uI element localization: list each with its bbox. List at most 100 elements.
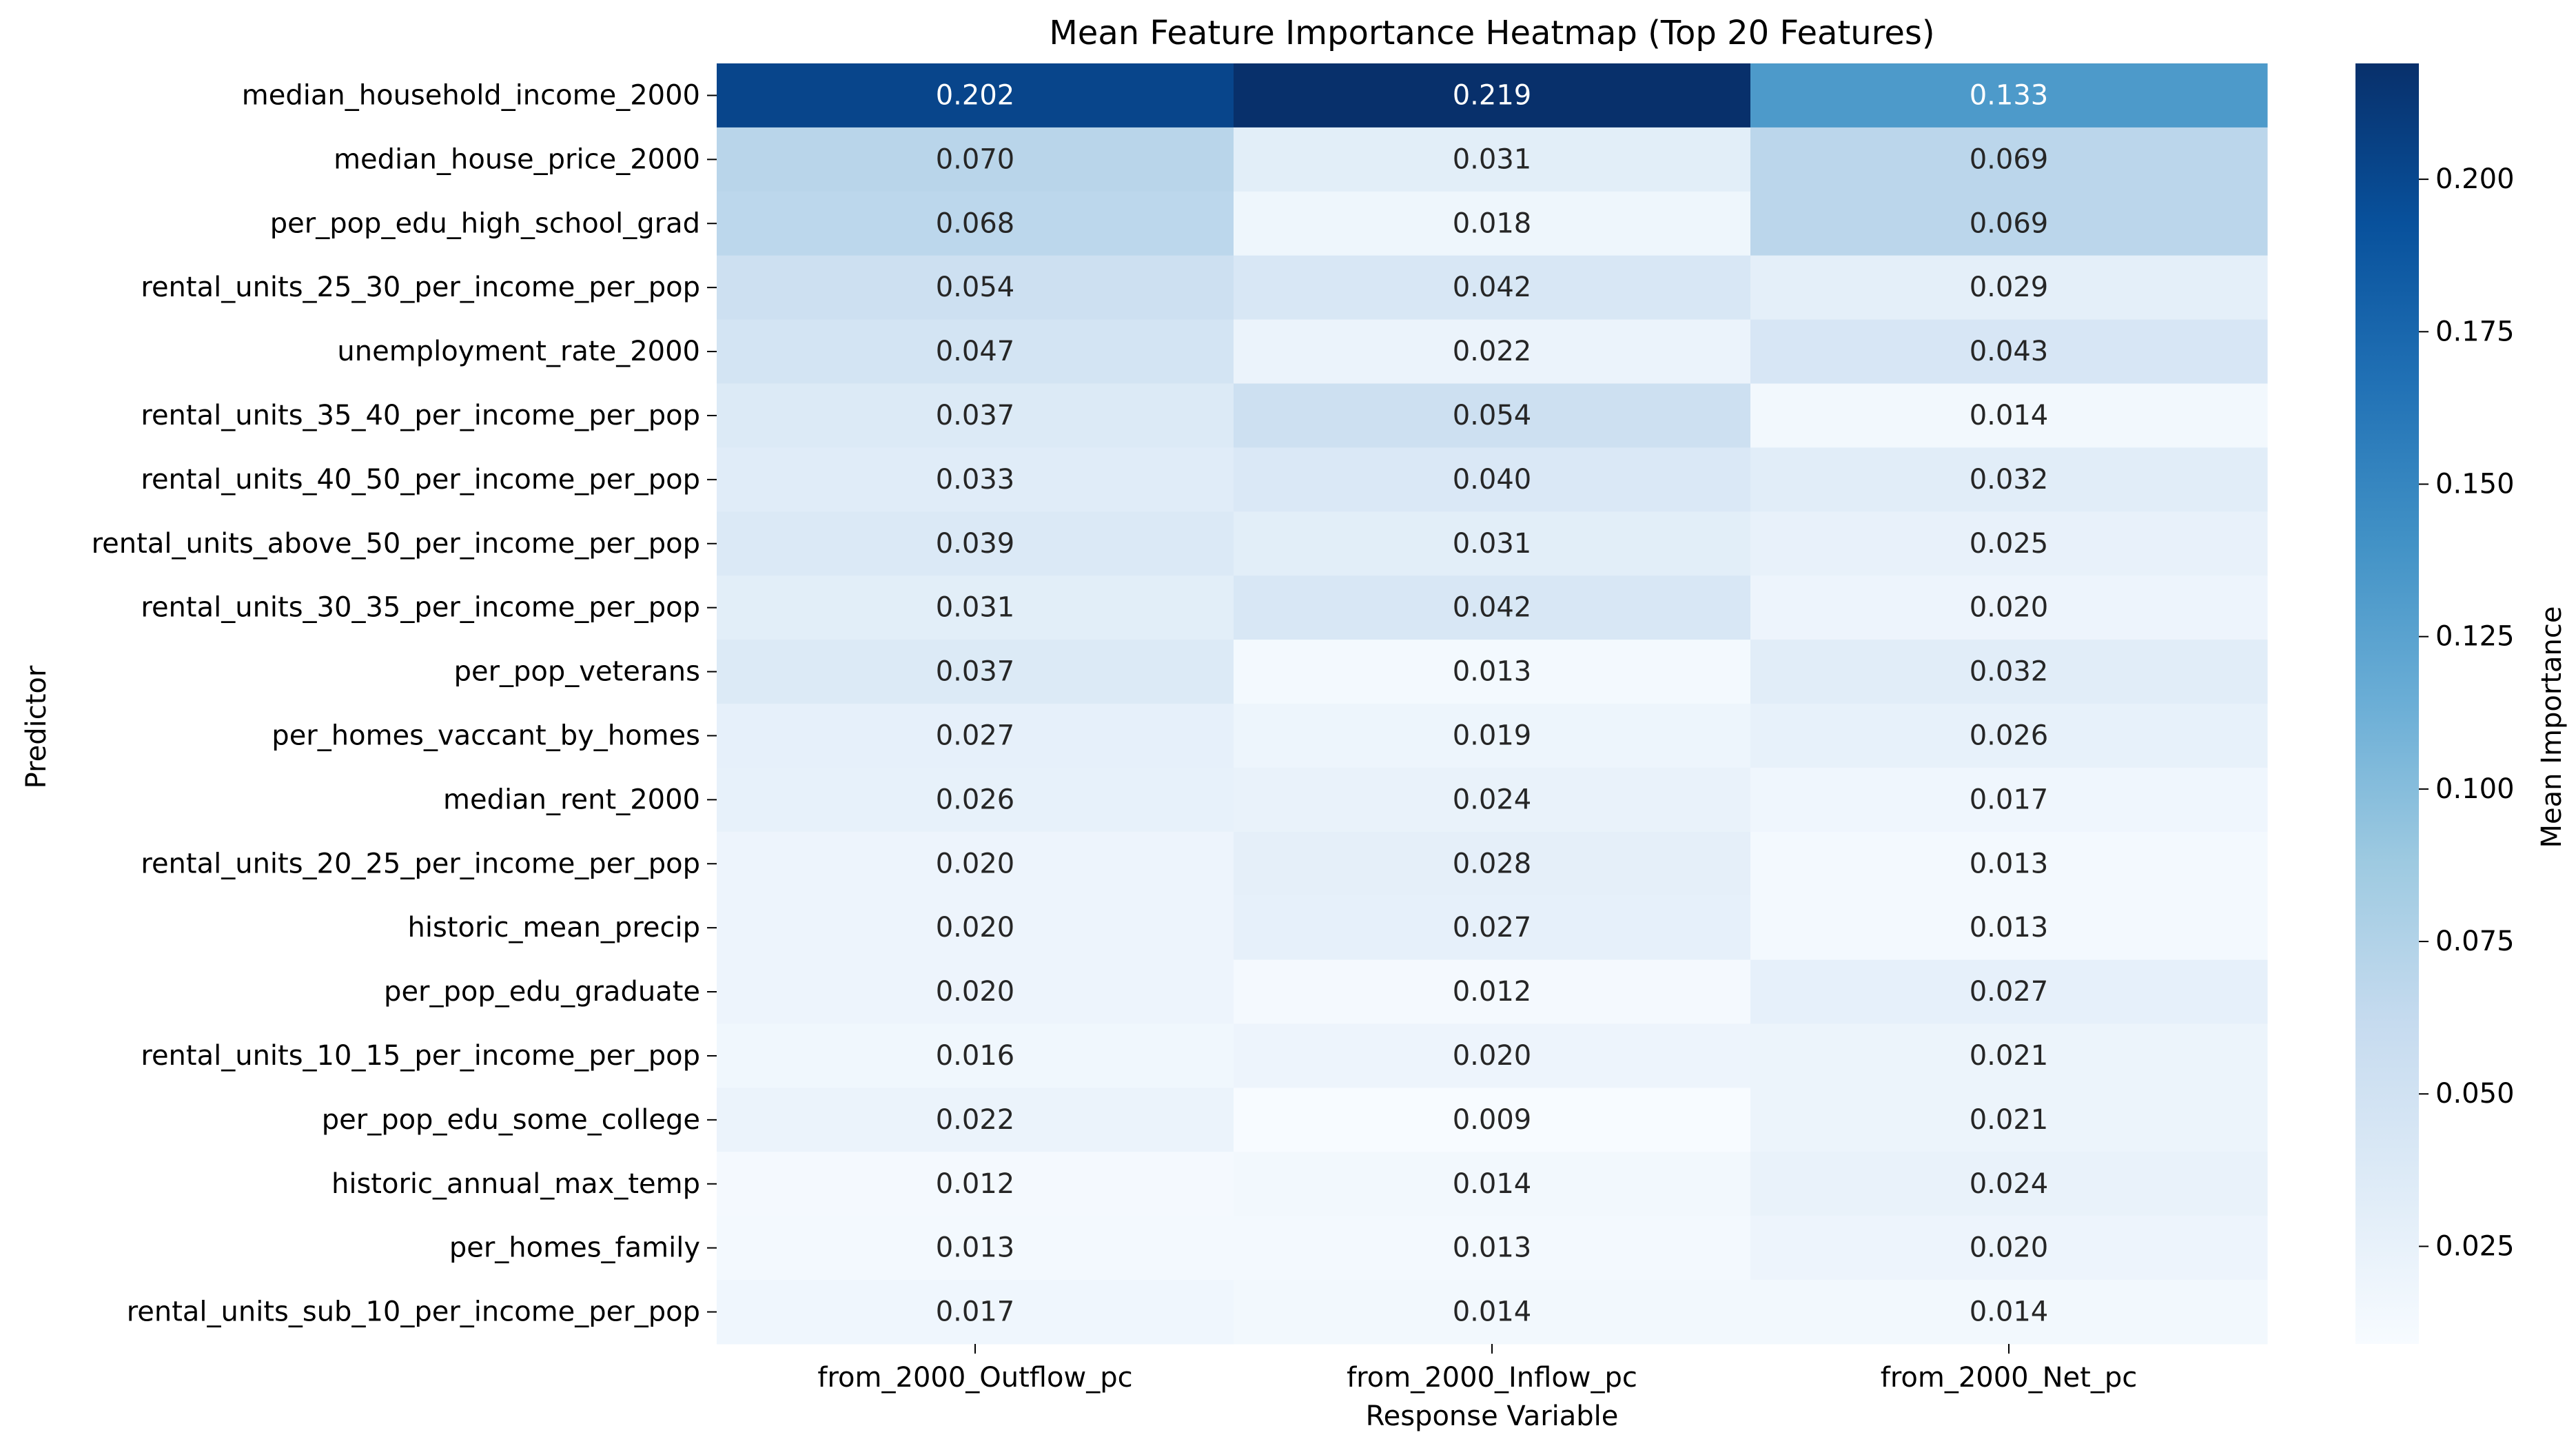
heatmap-cell (1750, 1152, 2268, 1216)
colorbar-tick-label: 0.025 (2435, 1230, 2515, 1262)
heatmap-cell (717, 383, 1234, 448)
heatmap-cell (1750, 127, 2268, 192)
heatmap-cell (1750, 511, 2268, 576)
cell-value-label: 0.013 (1970, 912, 2049, 944)
heatmap-cell (717, 640, 1234, 704)
y-tick-label: historic_mean_precip (407, 912, 700, 944)
heatmap-cell (1234, 1088, 1751, 1152)
heatmap-cell (1750, 63, 2268, 128)
cell-value-label: 0.024 (1970, 1168, 2049, 1200)
heatmap-cell (717, 704, 1234, 768)
cell-value-label: 0.037 (936, 400, 1015, 431)
heatmap-cell (1234, 191, 1751, 256)
heatmap-cell (1234, 1023, 1751, 1088)
heatmap-cell (1234, 63, 1751, 128)
heatmap-cell (717, 447, 1234, 512)
x-tick-labels: from_2000_Outflow_pc from_2000_Inflow_pc f… (817, 1344, 2137, 1394)
cell-value-label: 0.042 (1453, 592, 1532, 624)
cell-value-label: 0.028 (1453, 848, 1532, 879)
heatmap-cell (717, 127, 1234, 192)
chart-title: Mean Feature Importance Heatmap (Top 20 … (1049, 14, 1934, 52)
cell-value-label: 0.040 (1453, 464, 1532, 496)
cell-value-label: 0.012 (936, 1168, 1015, 1200)
heatmap-cell (1750, 767, 2268, 833)
heatmap-cell (1234, 511, 1751, 576)
heatmap-cell (717, 1023, 1234, 1088)
x-axis-label: Response Variable (1366, 1400, 1619, 1432)
cell-value-label: 0.012 (1453, 976, 1532, 1008)
y-tick-label: rental_units_30_35_per_income_per_pop (141, 592, 700, 624)
heatmap-cell (1234, 1216, 1751, 1281)
cell-value-label: 0.025 (1970, 528, 2049, 560)
x-tick-label: from_2000_Outflow_pc (817, 1362, 1132, 1394)
heatmap-cell (1234, 1280, 1751, 1345)
y-tick-label: median_rent_2000 (443, 784, 700, 815)
heatmap-cell (1750, 1280, 2268, 1345)
heatmap-cell (1234, 447, 1751, 512)
cell-value-label: 0.042 (1453, 272, 1532, 303)
cell-value-label: 0.032 (1970, 656, 2049, 688)
cell-value-label: 0.070 (936, 143, 1015, 175)
heatmap-cell (717, 959, 1234, 1024)
heatmap-cell (717, 1280, 1234, 1345)
cell-value-label: 0.018 (1453, 207, 1532, 239)
y-tick-labels: median_household_income_2000 median_house… (92, 79, 717, 1328)
cell-value-label: 0.013 (1453, 656, 1532, 688)
y-tick-label: rental_units_40_50_per_income_per_pop (141, 464, 700, 496)
colorbar-tick-label: 0.200 (2435, 163, 2515, 195)
heatmap-cell (717, 319, 1234, 384)
cell-value-label: 0.022 (936, 1104, 1015, 1136)
x-tick-label: from_2000_Inflow_pc (1347, 1362, 1637, 1394)
colorbar-ticks: 0.025 0.050 0.075 0.100 0.125 0.150 0.175 0.200 (2419, 163, 2515, 1262)
heatmap-cell (1750, 831, 2268, 897)
cell-value-label: 0.013 (1970, 848, 2049, 879)
heatmap-cell (1750, 1023, 2268, 1088)
colorbar-tick-label: 0.075 (2435, 926, 2515, 957)
heatmap-cell (717, 767, 1234, 833)
cell-value-label: 0.020 (1970, 1232, 2049, 1264)
cell-value-label: 0.020 (936, 848, 1015, 879)
heatmap-cell (1750, 1216, 2268, 1281)
cell-value-label: 0.031 (1453, 143, 1532, 175)
heatmap-cell (717, 575, 1234, 640)
heatmap-cell (1750, 319, 2268, 384)
heatmap-cell (717, 1088, 1234, 1152)
cell-value-label: 0.024 (1453, 784, 1532, 815)
heatmap-cell (1750, 255, 2268, 320)
y-tick-label: per_pop_edu_high_school_grad (270, 207, 700, 239)
colorbar-tick-label: 0.100 (2435, 773, 2515, 805)
cell-value-label: 0.020 (1970, 592, 2049, 624)
colorbar-tick-label: 0.125 (2435, 621, 2515, 653)
cell-value-label: 0.027 (936, 720, 1015, 751)
cell-value-label: 0.202 (936, 79, 1015, 111)
cell-value-label: 0.039 (936, 528, 1015, 560)
colorbar-tick-label: 0.175 (2435, 316, 2515, 347)
cell-value-label: 0.027 (1453, 912, 1532, 944)
y-tick-label: per_pop_veterans (454, 656, 700, 688)
heatmap-cell (1234, 575, 1751, 640)
cell-value-label: 0.022 (1453, 336, 1532, 367)
colorbar (2355, 63, 2419, 1344)
x-tick-label: from_2000_Net_pc (1881, 1362, 2137, 1394)
y-tick-label: per_homes_family (449, 1232, 700, 1264)
heatmap-cell (1234, 704, 1751, 768)
heatmap-cell (1750, 959, 2268, 1024)
heatmap-cell (1234, 1152, 1751, 1216)
cell-value-label: 0.016 (936, 1040, 1015, 1072)
heatmap-cell (1234, 640, 1751, 704)
heatmap-cell (1234, 319, 1751, 384)
heatmap-cell (1750, 575, 2268, 640)
y-tick-label: rental_units_above_50_per_income_per_pop (92, 528, 700, 560)
y-tick-label: median_household_income_2000 (242, 79, 700, 111)
y-tick-label: median_house_price_2000 (334, 143, 700, 175)
cell-value-label: 0.013 (936, 1232, 1015, 1264)
heatmap-cell (717, 191, 1234, 256)
colorbar-label: Mean Importance (2536, 606, 2568, 848)
heatmap-cell (1750, 1088, 2268, 1152)
y-tick-label: rental_units_35_40_per_income_per_pop (141, 400, 700, 431)
cell-value-label: 0.031 (936, 592, 1015, 624)
y-tick-label: per_pop_edu_some_college (322, 1104, 700, 1136)
colorbar-tick-label: 0.050 (2435, 1078, 2515, 1110)
cell-value-label: 0.019 (1453, 720, 1532, 751)
cell-value-label: 0.069 (1970, 143, 2049, 175)
